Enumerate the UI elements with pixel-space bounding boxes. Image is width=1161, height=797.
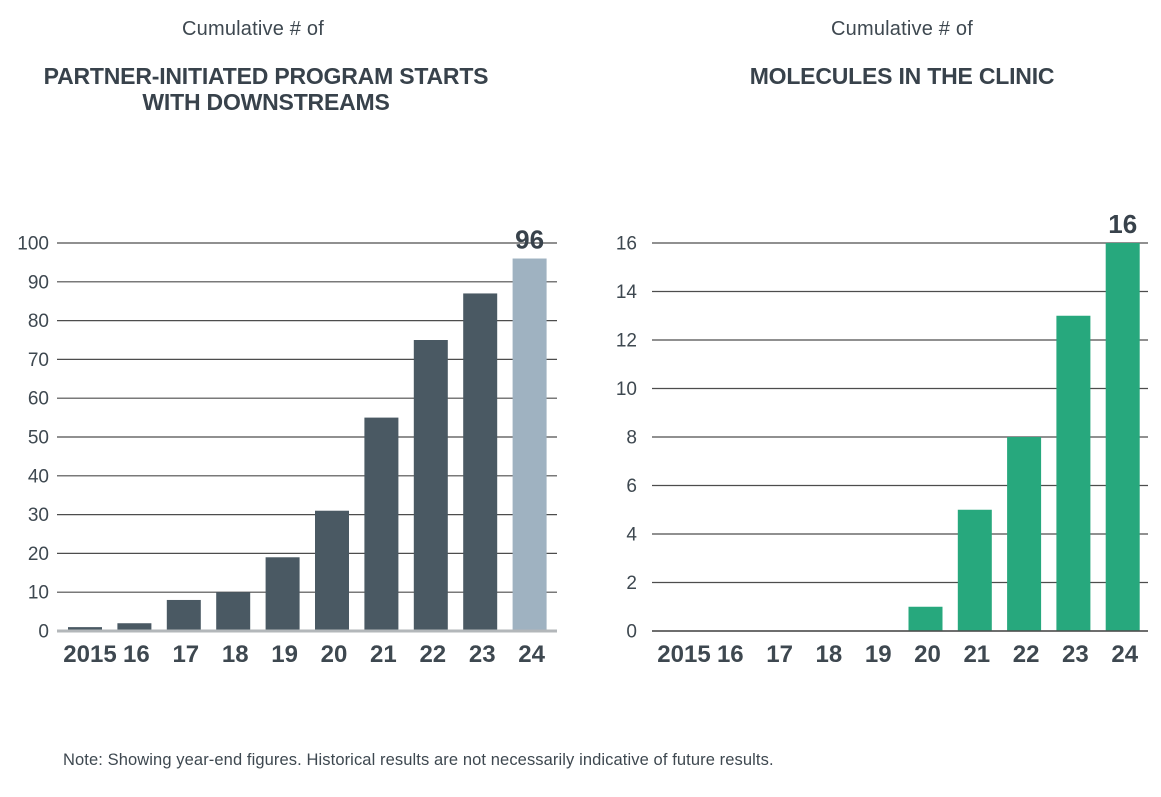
right-x-tick-label-16: 16 [717, 641, 744, 668]
left-y-tick-label-10: 10 [28, 583, 49, 604]
left-y-tick-label-50: 50 [28, 428, 49, 449]
left-x-tick-label-24: 24 [518, 641, 545, 668]
left-bar-16 [117, 623, 152, 631]
left-bar-17 [166, 599, 201, 631]
left-end-value-label: 96 [515, 225, 544, 255]
left-bar-22 [413, 340, 448, 631]
right-end-value-label: 16 [1108, 209, 1137, 239]
left-y-tick-label-30: 30 [28, 505, 49, 526]
right-x-tick-label-23: 23 [1062, 641, 1089, 668]
left-x-tick-label-22: 22 [419, 641, 446, 668]
left-bar-21 [364, 417, 399, 631]
left-x-tick-label-18: 18 [222, 641, 249, 668]
right-bar-22 [1007, 437, 1042, 631]
right-x-tick-label-2015: 2015 [657, 641, 710, 668]
left-x-tick-label-21: 21 [370, 641, 397, 668]
left-chart-subtitle: Cumulative # of [182, 18, 324, 40]
right-y-tick-label-16: 16 [616, 234, 637, 255]
right-bar-24 [1105, 243, 1140, 631]
right-x-tick-label-22: 22 [1013, 641, 1040, 668]
left-y-tick-label-70: 70 [28, 350, 49, 371]
left-x-tick-label-20: 20 [321, 641, 348, 668]
right-bar-20 [908, 606, 943, 631]
left-y-tick-label-60: 60 [28, 389, 49, 410]
right-y-tick-label-14: 14 [616, 282, 638, 303]
left-chart-title-line1: PARTNER-INITIATED PROGRAM STARTS [43, 63, 489, 89]
left-bar-2015 [68, 627, 102, 631]
left-chart-title: PARTNER-INITIATED PROGRAM STARTS WITH DO… [6, 63, 526, 115]
right-y-tick-label-8: 8 [626, 428, 637, 449]
left-bar-20 [315, 510, 349, 631]
right-x-tick-label-18: 18 [816, 641, 843, 668]
left-x-tick-label-16: 16 [123, 641, 150, 668]
left-y-tick-label-90: 90 [28, 272, 49, 293]
right-x-tick-label-24: 24 [1111, 641, 1138, 668]
left-bar-24 [512, 258, 547, 631]
left-y-tick-label-20: 20 [28, 544, 49, 565]
right-x-tick-label-19: 19 [865, 641, 892, 668]
left-y-tick-label-100: 100 [17, 234, 49, 255]
left-x-tick-label-2015: 2015 [63, 641, 116, 668]
left-x-tick-label-17: 17 [172, 641, 199, 668]
left-y-tick-label-0: 0 [38, 622, 49, 643]
right-y-tick-label-4: 4 [626, 525, 637, 546]
right-bar-21 [957, 509, 992, 631]
left-bar-18 [216, 592, 251, 631]
right-y-tick-label-10: 10 [616, 379, 637, 400]
left-x-tick-label-23: 23 [469, 641, 496, 668]
right-chart-subtitle: Cumulative # of [831, 18, 973, 40]
footnote: Note: Showing year-end figures. Historic… [63, 751, 774, 769]
left-bar-19 [265, 557, 300, 631]
right-x-tick-label-20: 20 [914, 641, 941, 668]
right-x-tick-label-21: 21 [963, 641, 990, 668]
left-y-tick-label-40: 40 [28, 466, 49, 487]
right-y-tick-label-12: 12 [616, 331, 637, 352]
left-chart-title-line2: WITH DOWNSTREAMS [142, 89, 390, 115]
right-x-tick-label-17: 17 [766, 641, 793, 668]
right-y-tick-label-2: 2 [626, 573, 637, 594]
left-bar-23 [463, 293, 498, 631]
right-y-tick-label-6: 6 [626, 476, 637, 497]
right-y-tick-label-0: 0 [626, 622, 637, 643]
left-x-tick-label-19: 19 [271, 641, 298, 668]
left-y-tick-label-80: 80 [28, 311, 49, 332]
right-chart-title: MOLECULES IN THE CLINIC [642, 63, 1161, 89]
right-chart-title-line1: MOLECULES IN THE CLINIC [749, 63, 1055, 89]
right-bar-23 [1056, 315, 1091, 631]
